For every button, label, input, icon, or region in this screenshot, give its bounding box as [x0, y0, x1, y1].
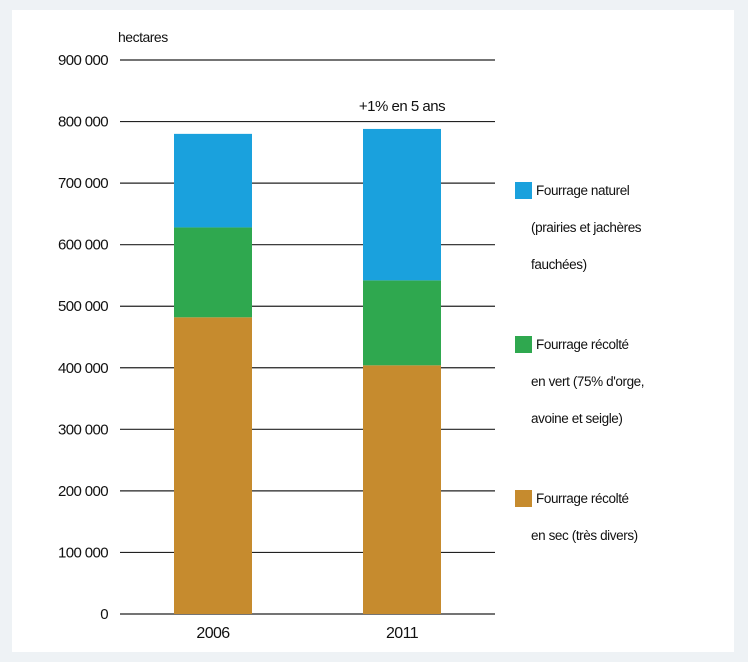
legend-label: Fourrage naturel: [536, 183, 630, 198]
y-tick-label: 500 000: [58, 298, 108, 315]
bar-segment-2006-0: [174, 317, 252, 614]
legend-label: avoine et seigle): [531, 411, 623, 426]
y-tick-label: 100 000: [58, 544, 108, 561]
legend-label: Fourrage récolté: [536, 337, 629, 352]
y-tick-label: 800 000: [58, 114, 108, 131]
y-tick-label: 400 000: [58, 360, 108, 377]
legend-label: fauchées): [531, 257, 587, 272]
legend-label: en sec (très divers): [531, 528, 638, 543]
stacked-bar-chart: 0 100 000 200 000 300 000 400 000 500 000 600 …: [58, 29, 645, 642]
y-tick-label: 700 000: [58, 175, 108, 192]
y-tick-label: 900 000: [58, 52, 108, 69]
y-tick-label: 600 000: [58, 237, 108, 254]
bar-segment-2011-0: [363, 365, 441, 614]
legend-label: en vert (75% d'orge,: [531, 374, 644, 389]
legend-label: (prairies et jachères: [531, 220, 642, 235]
y-tick-label: 300 000: [58, 421, 108, 438]
bar-segment-2006-1: [174, 227, 252, 318]
y-tick-label: 0: [100, 606, 108, 623]
legend-swatch: [515, 336, 532, 353]
y-tick-label: 200 000: [58, 483, 108, 500]
x-category-label: 2006: [196, 625, 230, 642]
legend-swatch: [515, 490, 532, 507]
bar-segment-2011-2: [363, 128, 441, 281]
bar-segment-2011-1: [363, 280, 441, 366]
chart-panel: 0 100 000 200 000 300 000 400 000 500 000 600 …: [12, 10, 734, 652]
legend-label: Fourrage récolté: [536, 491, 629, 506]
legend-swatch: [515, 182, 532, 199]
bar-annotation: +1% en 5 ans: [359, 98, 445, 115]
bar-segment-2006-2: [174, 133, 252, 228]
y-unit-label: hectares: [118, 29, 168, 45]
x-category-label: 2011: [386, 625, 419, 642]
